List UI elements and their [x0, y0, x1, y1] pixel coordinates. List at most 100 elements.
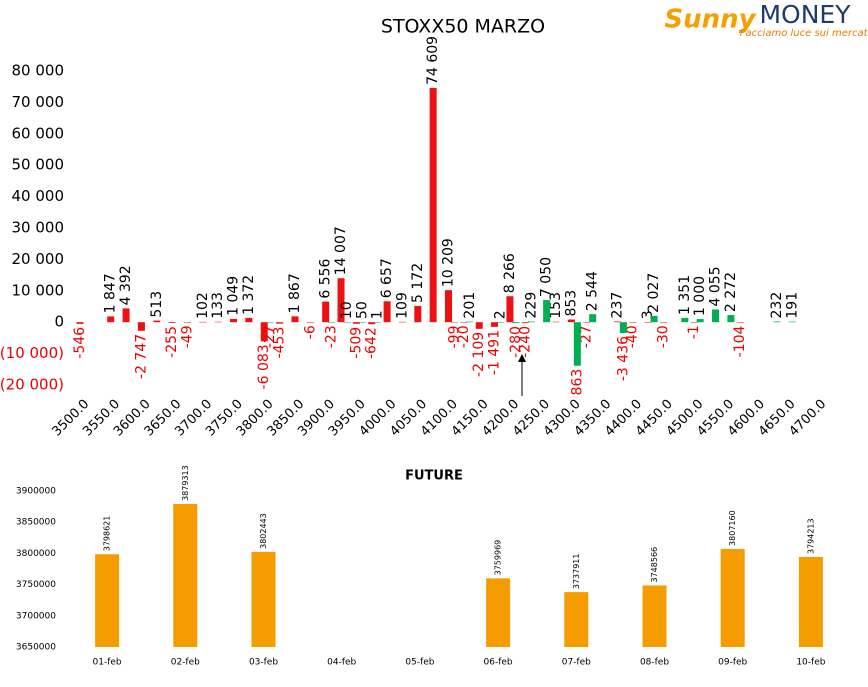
bar: [696, 319, 704, 323]
bar: [727, 315, 735, 323]
bar: [214, 321, 222, 323]
bar: [798, 557, 823, 647]
bar: [491, 322, 499, 327]
bar: [276, 322, 284, 324]
bar: [690, 322, 698, 323]
value-label: 191: [784, 292, 800, 319]
value-label: -20: [456, 325, 472, 348]
bar: [374, 322, 382, 323]
value-label: -40: [625, 325, 641, 348]
bar: [260, 322, 268, 342]
value-label: 3748566: [650, 547, 659, 583]
y-tick-label: 80 000: [12, 62, 65, 80]
bar: [527, 321, 535, 323]
bar: [773, 321, 781, 323]
y-tick-label: 3850000: [16, 518, 56, 528]
value-label: 2 544: [585, 271, 601, 311]
x-tick-label: 07-feb: [562, 658, 591, 668]
value-label: 1 000: [692, 276, 708, 316]
y-tick-label: 20 000: [12, 250, 65, 268]
value-label: 3737911: [572, 554, 581, 590]
value-label: -2 109: [471, 332, 487, 377]
value-label: 5 172: [410, 263, 426, 303]
value-label: -27: [262, 325, 278, 348]
y-tick-label: 60 000: [12, 124, 65, 142]
value-label: 3: [640, 310, 656, 319]
bar: [337, 278, 345, 323]
value-label: 8 266: [502, 253, 518, 293]
bar: [429, 87, 437, 323]
bar: [168, 322, 176, 324]
value-label: 153: [548, 292, 564, 319]
value-label: 3759969: [494, 540, 503, 576]
value-label: -27: [579, 325, 595, 348]
bar: [589, 314, 597, 323]
logo-tagline: Facciamo luce sui mercati: [740, 28, 868, 39]
y-tick-label: 0: [54, 313, 64, 331]
bar: [199, 321, 207, 323]
value-label: -509: [348, 327, 364, 359]
y-tick-label: 3900000: [16, 487, 56, 497]
value-label: 237: [609, 292, 625, 319]
value-label: -6: [302, 325, 318, 339]
value-label: 2: [493, 310, 509, 319]
x-tick-label: 02-feb: [171, 658, 200, 668]
bar: [460, 322, 468, 323]
bar: [107, 316, 115, 323]
value-label: 2 272: [723, 272, 739, 312]
value-label: 513: [149, 291, 165, 318]
value-label: 133: [210, 292, 226, 319]
value-label: 1 372: [241, 275, 257, 315]
value-label: -2 747: [133, 334, 149, 379]
chart-title: STOXX50 MARZO: [381, 16, 545, 38]
bar: [788, 321, 796, 323]
y-tick-label: 3650000: [16, 643, 56, 653]
bar: [543, 300, 551, 323]
bar: [583, 322, 591, 323]
value-label: -23: [324, 325, 340, 348]
bar: [486, 578, 511, 647]
value-label: -104: [732, 325, 748, 357]
value-label: 4 392: [118, 265, 134, 305]
bar: [650, 315, 658, 323]
value-label: 853: [563, 290, 579, 317]
bar: [358, 322, 366, 323]
value-label: -3 436: [615, 336, 631, 381]
value-label: 109: [394, 292, 410, 319]
bar: [183, 322, 191, 323]
bar: [137, 322, 145, 331]
bar: [445, 290, 452, 323]
value-label: 4 055: [708, 266, 724, 306]
bar: [512, 322, 520, 324]
bar: [736, 322, 744, 323]
value-label: 74 609: [425, 36, 441, 85]
x-tick-label: 01-feb: [93, 658, 122, 668]
value-label: -453: [272, 327, 288, 359]
bar: [122, 308, 130, 323]
value-label: 10 209: [441, 238, 457, 287]
chart-title: FUTURE: [405, 469, 463, 484]
value-label: 14 007: [333, 226, 349, 275]
bar: [230, 318, 238, 323]
bar: [173, 503, 198, 647]
bar: [681, 317, 689, 323]
value-label: 7 050: [539, 257, 555, 297]
value-label: 10: [339, 301, 355, 319]
bar: [251, 551, 276, 647]
bar: [306, 322, 314, 323]
value-label: 3879313: [181, 465, 190, 501]
y-tick-label: 70 000: [12, 93, 65, 111]
value-label: -255: [164, 326, 180, 358]
x-tick-label: 08-feb: [640, 658, 669, 668]
value-label: 3807160: [728, 510, 737, 546]
value-label: 2 027: [646, 273, 662, 313]
value-label: -1: [686, 325, 702, 339]
x-tick-label: 10-feb: [796, 658, 825, 668]
bar: [466, 321, 474, 323]
value-label: 1: [370, 310, 386, 319]
value-label: 3802443: [259, 513, 268, 549]
y-tick-label: 50 000: [12, 156, 65, 174]
y-tick-label: 10 000: [12, 281, 65, 299]
bar: [451, 322, 458, 323]
bar: [266, 322, 274, 323]
